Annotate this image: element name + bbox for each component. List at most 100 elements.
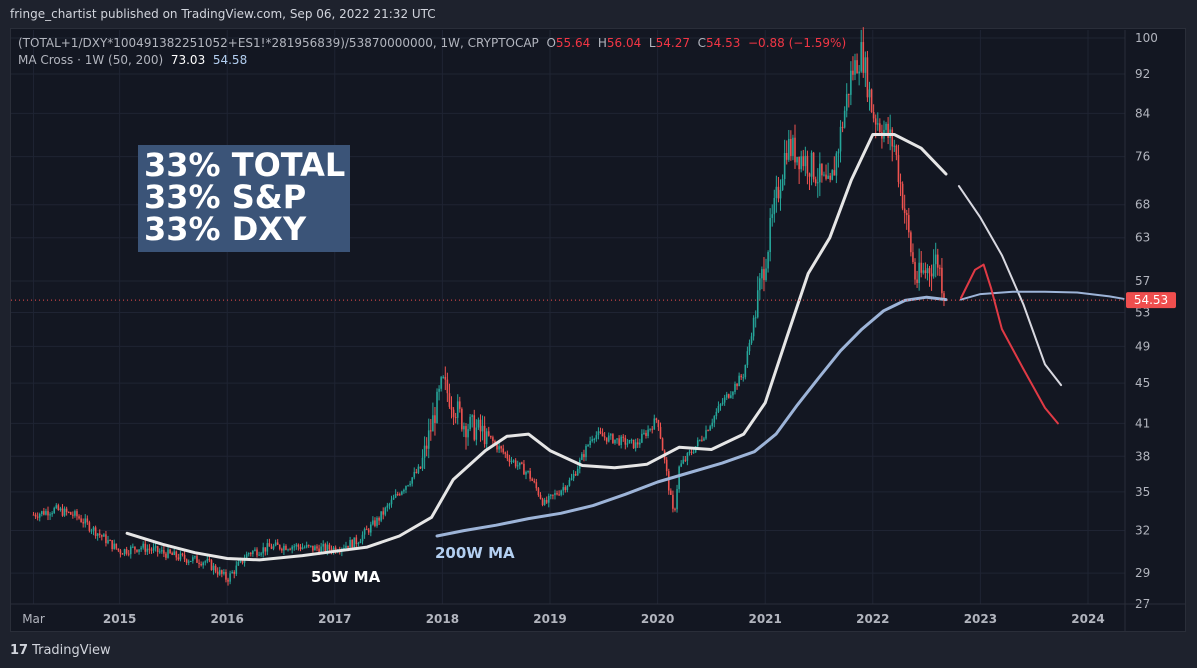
candle-body-up	[775, 186, 778, 198]
candle-body-down	[605, 437, 608, 442]
candle-body-up	[107, 540, 109, 544]
candle-body-down	[347, 545, 349, 548]
candle-body-up	[413, 471, 416, 478]
candle-body-down	[454, 416, 457, 418]
candle-body-up	[607, 435, 610, 442]
candle-body-down	[624, 437, 627, 445]
candle-body-down	[430, 430, 432, 432]
candle-body-down	[707, 430, 709, 432]
candle-body-up	[206, 559, 209, 562]
candle-body-down	[105, 534, 107, 544]
candle-body-up	[243, 559, 246, 563]
candle-body-up	[721, 402, 724, 405]
candle-body-up	[783, 152, 786, 179]
candle-body-down	[396, 493, 399, 495]
candle-body-down	[221, 570, 223, 574]
candle-body-down	[862, 42, 865, 73]
candle-body-up	[320, 546, 322, 554]
candle-body-up	[322, 544, 325, 547]
candle-body-down	[316, 546, 318, 549]
candle-body-down	[36, 516, 39, 518]
composition-annotation: 33% TOTAL 33% S&P 33% DXY	[138, 145, 350, 252]
candle-body-down	[289, 549, 291, 551]
candle-body-up	[860, 42, 863, 72]
ma50-projection-line	[957, 185, 1063, 387]
candle-body-down	[196, 556, 198, 563]
candle-body-down	[487, 431, 490, 436]
candle-body-down	[127, 553, 130, 555]
candle-body-down	[169, 549, 171, 554]
candle-body-down	[622, 436, 625, 438]
chart-area[interactable]	[10, 28, 1186, 632]
candle-body-down	[214, 565, 217, 572]
candle-body-down	[514, 460, 517, 467]
candle-body-up	[773, 197, 776, 215]
tradingview-logo-icon: 17	[10, 643, 29, 658]
candle-body-up	[370, 524, 372, 533]
candle-body-down	[425, 445, 428, 449]
candle-body-down	[508, 458, 511, 463]
candle-body-down	[564, 487, 567, 491]
candle-body-down	[740, 375, 742, 378]
candle-body-up	[858, 71, 860, 74]
candle-body-down	[434, 415, 436, 423]
candle-body-down	[872, 111, 875, 119]
candle-body-up	[816, 182, 819, 184]
candle-body-down	[281, 548, 283, 551]
candle-body-up	[746, 351, 749, 365]
candle-body-up	[769, 217, 771, 253]
candle-body-down	[556, 493, 558, 495]
high-label: H	[597, 36, 607, 50]
candle-body-up	[918, 262, 920, 283]
candle-body-up	[761, 269, 763, 279]
candle-body-up	[597, 431, 600, 436]
candle-body-up	[744, 364, 747, 378]
candle-body-down	[171, 553, 173, 555]
candle-body-up	[463, 426, 465, 430]
y-tick-label: 35	[1135, 485, 1150, 499]
candle-body-up	[864, 57, 867, 73]
indicator-name[interactable]: MA Cross · 1W (50, 200)	[18, 53, 164, 67]
candle-body-down	[674, 508, 676, 510]
candle-body-up	[407, 485, 409, 487]
candle-body-down	[814, 179, 817, 184]
ma200-value: 54.58	[212, 53, 248, 67]
candle-body-down	[537, 488, 540, 496]
x-tick-label: 2020	[641, 612, 674, 626]
candle-body-down	[115, 543, 118, 549]
candle-body-up	[376, 517, 378, 526]
candle-body-down	[492, 437, 494, 442]
candle-body-down	[473, 415, 476, 440]
candle-body-up	[593, 438, 596, 440]
candle-body-down	[645, 432, 647, 437]
candle-body-down	[233, 571, 236, 574]
candle-body-up	[152, 547, 155, 551]
candle-body-down	[574, 474, 577, 476]
x-tick-label: 2017	[318, 612, 351, 626]
candle-body-up	[218, 570, 221, 575]
candle-body-up	[262, 547, 265, 554]
y-tick-label: 29	[1135, 566, 1150, 580]
y-tick-label: 38	[1135, 449, 1150, 463]
candle-body-down	[351, 540, 353, 548]
candle-body-up	[630, 439, 633, 441]
candle-body-up	[384, 507, 387, 515]
ma50-annotation: 50W MA	[311, 568, 381, 586]
candle-body-up	[810, 152, 813, 177]
candle-body-up	[258, 554, 260, 556]
candle-body-up	[823, 174, 825, 176]
candle-body-up	[885, 123, 887, 130]
candle-body-down	[920, 262, 923, 273]
symbol-text[interactable]: (TOTAL+1/DXY*100491382251052+ES1!*281956…	[18, 36, 539, 50]
candle-body-down	[504, 452, 507, 454]
candle-body-down	[181, 553, 184, 555]
candle-body-up	[204, 561, 207, 563]
candle-body-down	[67, 511, 70, 513]
open-value: 55.64	[555, 36, 591, 50]
candle-body-up	[715, 411, 718, 417]
candle-body-down	[365, 528, 368, 530]
candle-body-up	[581, 454, 583, 460]
composition-line-total: 33% TOTAL	[144, 146, 346, 184]
ma200-projection-line	[960, 290, 1125, 301]
